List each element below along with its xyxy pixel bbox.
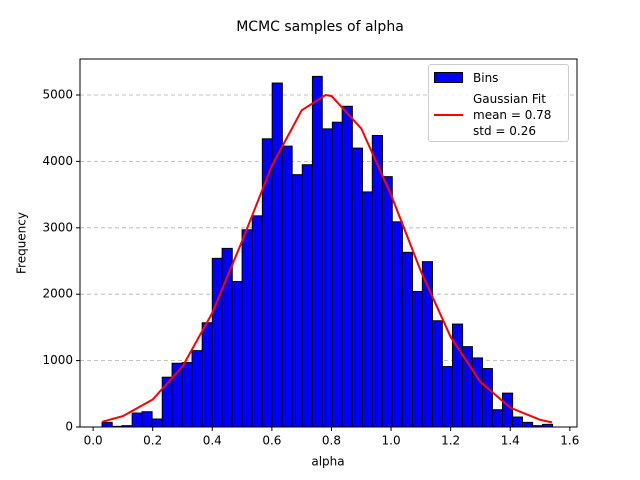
x-axis-label: alpha bbox=[311, 455, 344, 469]
bar bbox=[191, 350, 203, 428]
x-tick-label: 1.4 bbox=[501, 434, 520, 448]
bar bbox=[412, 291, 423, 428]
x-tick-label: 0.4 bbox=[203, 434, 222, 448]
bar bbox=[211, 257, 223, 428]
bar bbox=[271, 82, 283, 428]
axes-frame bbox=[79, 58, 578, 428]
bar bbox=[361, 191, 373, 428]
bar bbox=[512, 416, 523, 428]
bar bbox=[201, 322, 213, 428]
x-tick-label: 1.2 bbox=[441, 434, 460, 448]
bar bbox=[291, 174, 303, 428]
bar bbox=[441, 366, 453, 428]
legend-swatch bbox=[434, 114, 463, 116]
x-tick-label: 0.2 bbox=[143, 434, 162, 448]
x-tick-label: 1.6 bbox=[560, 434, 579, 448]
bar bbox=[331, 121, 343, 428]
bar bbox=[181, 362, 193, 428]
bar bbox=[311, 75, 323, 428]
y-tick-label: 0 bbox=[65, 420, 73, 434]
bar bbox=[491, 409, 504, 428]
x-tick-label: 1.0 bbox=[382, 434, 401, 448]
bar bbox=[251, 215, 263, 428]
bar bbox=[502, 392, 514, 428]
bar bbox=[241, 229, 253, 428]
bar bbox=[321, 128, 333, 428]
bar bbox=[301, 164, 313, 428]
bar bbox=[281, 145, 293, 428]
bar bbox=[151, 418, 163, 428]
legend-label: Gaussian Fit mean = 0.78 std = 0.26 bbox=[473, 92, 552, 138]
chart-title: MCMC samples of alpha bbox=[236, 19, 404, 35]
x-tick-label: 0.6 bbox=[262, 434, 281, 448]
bar bbox=[131, 412, 143, 428]
legend-label: Bins bbox=[473, 71, 499, 85]
x-tick-label: 0.0 bbox=[84, 434, 103, 448]
bar bbox=[381, 176, 393, 428]
y-axis-label: Frequency bbox=[15, 212, 29, 274]
bar bbox=[231, 281, 243, 428]
y-tick-label: 3000 bbox=[42, 220, 73, 234]
bar bbox=[401, 251, 414, 428]
x-tick-label: 0.8 bbox=[322, 434, 341, 448]
bar bbox=[261, 138, 273, 428]
bar bbox=[451, 323, 464, 428]
y-tick-label: 2000 bbox=[42, 287, 73, 301]
bar bbox=[482, 368, 493, 428]
y-tick-label: 5000 bbox=[42, 87, 73, 101]
legend: Bins Gaussian Fit mean = 0.78 std = 0.26 bbox=[428, 64, 569, 142]
bar bbox=[471, 357, 484, 428]
bar bbox=[351, 147, 363, 428]
bar bbox=[431, 320, 443, 428]
bar bbox=[141, 411, 153, 428]
legend-swatch bbox=[434, 72, 463, 83]
fit-line bbox=[101, 93, 553, 424]
y-tick-label: 4000 bbox=[42, 154, 73, 168]
bar bbox=[101, 421, 113, 428]
y-tick-label: 1000 bbox=[42, 353, 73, 367]
bar bbox=[341, 105, 353, 428]
bar bbox=[521, 421, 534, 428]
bar bbox=[371, 134, 383, 428]
bar bbox=[391, 221, 403, 428]
